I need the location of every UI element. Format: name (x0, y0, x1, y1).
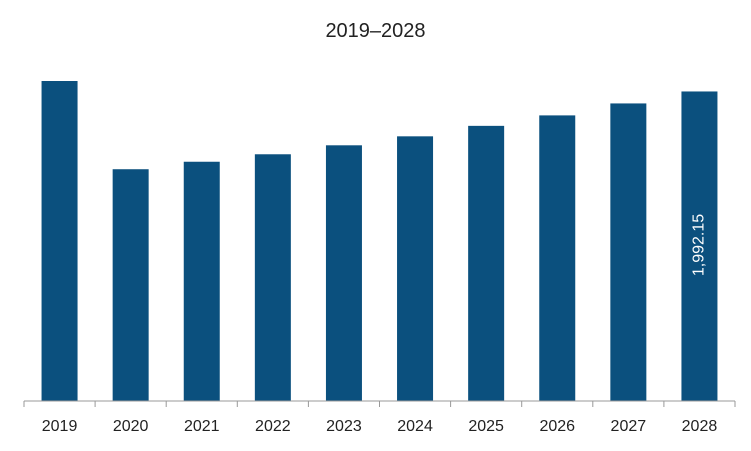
x-tick-label-2026: 2026 (539, 418, 575, 435)
x-tick-label-2028: 2028 (682, 418, 718, 435)
x-ticks-group (23, 401, 736, 407)
x-tick-label-2024: 2024 (397, 418, 433, 435)
x-tick-label-2019: 2019 (42, 418, 78, 435)
data-label-2028: 1,992.15 (691, 214, 708, 276)
x-tick-label-2023: 2023 (326, 418, 362, 435)
x-tick-label-2027: 2027 (611, 418, 647, 435)
x-tick-labels-group: 2019 2020 2021 2022 2023 2024 2025 2026 2027 2028 (42, 418, 718, 435)
bar-2024 (397, 136, 434, 402)
bar-2028 (681, 91, 718, 402)
x-tick-label-2020: 2020 (113, 418, 149, 435)
bar-2019 (41, 81, 78, 401)
bar-2027 (610, 103, 647, 402)
bars-group (41, 81, 718, 402)
chart-title: 2019–2028 (325, 20, 426, 42)
bar-2025 (468, 125, 505, 402)
bar-2020 (112, 169, 149, 401)
data-labels-group: 1,992.15 (691, 214, 708, 276)
x-tick-label-2021: 2021 (184, 418, 220, 435)
x-tick-label-2022: 2022 (255, 418, 291, 435)
bar-2023 (325, 145, 362, 401)
bar-2026 (539, 115, 576, 402)
bar-2022 (254, 154, 291, 401)
bar-2021 (183, 161, 220, 401)
x-tick-label-2025: 2025 (468, 418, 504, 435)
